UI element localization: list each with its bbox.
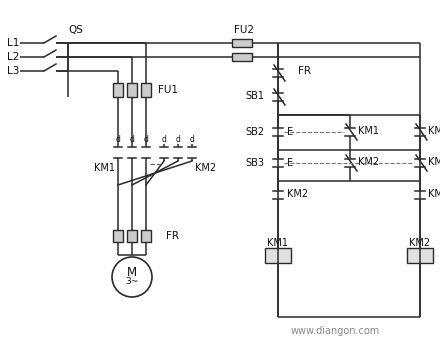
Text: M: M <box>127 266 137 279</box>
Text: SB2: SB2 <box>245 127 264 137</box>
Bar <box>232 39 252 47</box>
Text: 3~: 3~ <box>125 277 139 286</box>
Text: L3: L3 <box>7 66 19 76</box>
Text: d: d <box>116 135 121 144</box>
Text: d: d <box>161 135 166 144</box>
Text: SB3: SB3 <box>245 158 264 168</box>
Text: KM2: KM2 <box>358 157 379 167</box>
Text: FU2: FU2 <box>234 25 254 35</box>
Text: d: d <box>129 135 135 144</box>
Text: KM1: KM1 <box>268 238 289 248</box>
Text: L1: L1 <box>7 38 19 48</box>
Text: www.diangon.com: www.diangon.com <box>290 326 380 336</box>
Bar <box>407 248 433 263</box>
Text: d: d <box>176 135 180 144</box>
Bar <box>113 230 123 242</box>
Bar <box>232 53 252 61</box>
Text: FR: FR <box>298 66 311 76</box>
Bar <box>141 230 151 242</box>
Text: KM2: KM2 <box>195 163 216 173</box>
Text: KM2: KM2 <box>287 189 308 199</box>
Text: d: d <box>190 135 194 144</box>
Text: KM1: KM1 <box>94 163 114 173</box>
Text: E: E <box>287 158 293 168</box>
Bar <box>113 83 123 97</box>
Text: QS: QS <box>69 25 84 35</box>
Circle shape <box>112 257 152 297</box>
Text: KM1: KM1 <box>428 189 440 199</box>
Text: KM1: KM1 <box>358 126 379 136</box>
Text: L2: L2 <box>7 52 19 62</box>
Bar <box>141 83 151 97</box>
Text: E: E <box>287 127 293 137</box>
Bar <box>127 83 137 97</box>
Text: KM2: KM2 <box>428 126 440 136</box>
Bar <box>127 230 137 242</box>
Bar <box>265 248 291 263</box>
Text: KM2: KM2 <box>410 238 431 248</box>
Text: d: d <box>143 135 148 144</box>
Text: SB1: SB1 <box>245 91 264 101</box>
Text: KM1: KM1 <box>428 157 440 167</box>
Text: FU1: FU1 <box>158 85 178 95</box>
Text: FR: FR <box>166 231 179 241</box>
